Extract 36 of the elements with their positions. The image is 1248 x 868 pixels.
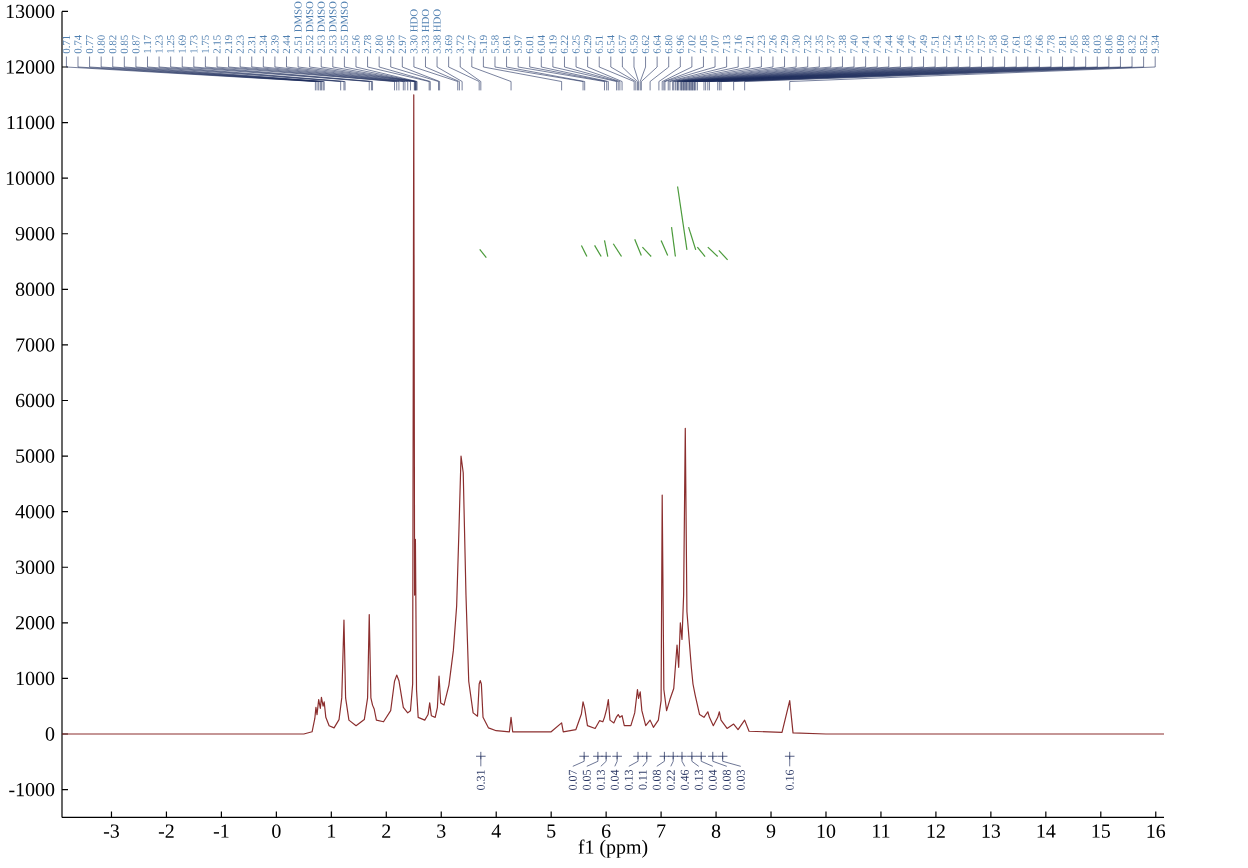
x-tick-label: 6 [602, 824, 611, 838]
x-tick-label: 14 [1037, 824, 1056, 838]
x-tick-label: 2 [382, 824, 391, 838]
x-tick-label: -3 [103, 824, 119, 838]
y-tick-label: 8000 [15, 282, 55, 297]
x-tick-label: 4 [491, 824, 501, 838]
x-tick-label: 9 [766, 824, 776, 838]
y-tick-label: 6000 [15, 393, 55, 408]
y-tick-label: 2000 [15, 616, 55, 630]
x-tick-label: 1 [328, 824, 336, 838]
x-tick-label: -2 [158, 824, 174, 838]
x-tick-label: 13 [982, 824, 1001, 838]
y-tick-label: -1000 [9, 782, 55, 797]
x-tick-label: 8 [711, 824, 721, 838]
y-tick-label: 9000 [15, 227, 55, 241]
y-tick-label: 5000 [16, 449, 55, 463]
x-tick-label: 15 [1092, 824, 1110, 838]
y-tick-label: 0 [45, 727, 55, 741]
y-tick-label: 1000 [16, 671, 55, 686]
x-tick-label: 11 [873, 824, 890, 838]
y-tick-label: 7000 [16, 338, 55, 352]
y-tick-label: 10000 [6, 171, 55, 185]
x-tick-label: 5 [547, 824, 556, 838]
y-tick-label: 12000 [6, 60, 55, 74]
x-tick-label: -1 [213, 824, 229, 838]
y-tick-label: 11000 [7, 115, 55, 130]
x-tick-label: 7 [657, 824, 666, 838]
x-tick-label: 3 [437, 824, 446, 838]
y-tick-label: 3000 [16, 560, 55, 574]
x-tick-label: 16 [1147, 824, 1166, 838]
y-tick-label: 13000 [6, 4, 55, 19]
x-tick-label: 0 [272, 824, 281, 838]
x-tick-label: 10 [817, 824, 836, 838]
x-tick-label: 12 [927, 824, 945, 838]
y-tick-label: 4000 [15, 504, 55, 519]
x-axis-title: f1 (ppm) [578, 839, 648, 858]
